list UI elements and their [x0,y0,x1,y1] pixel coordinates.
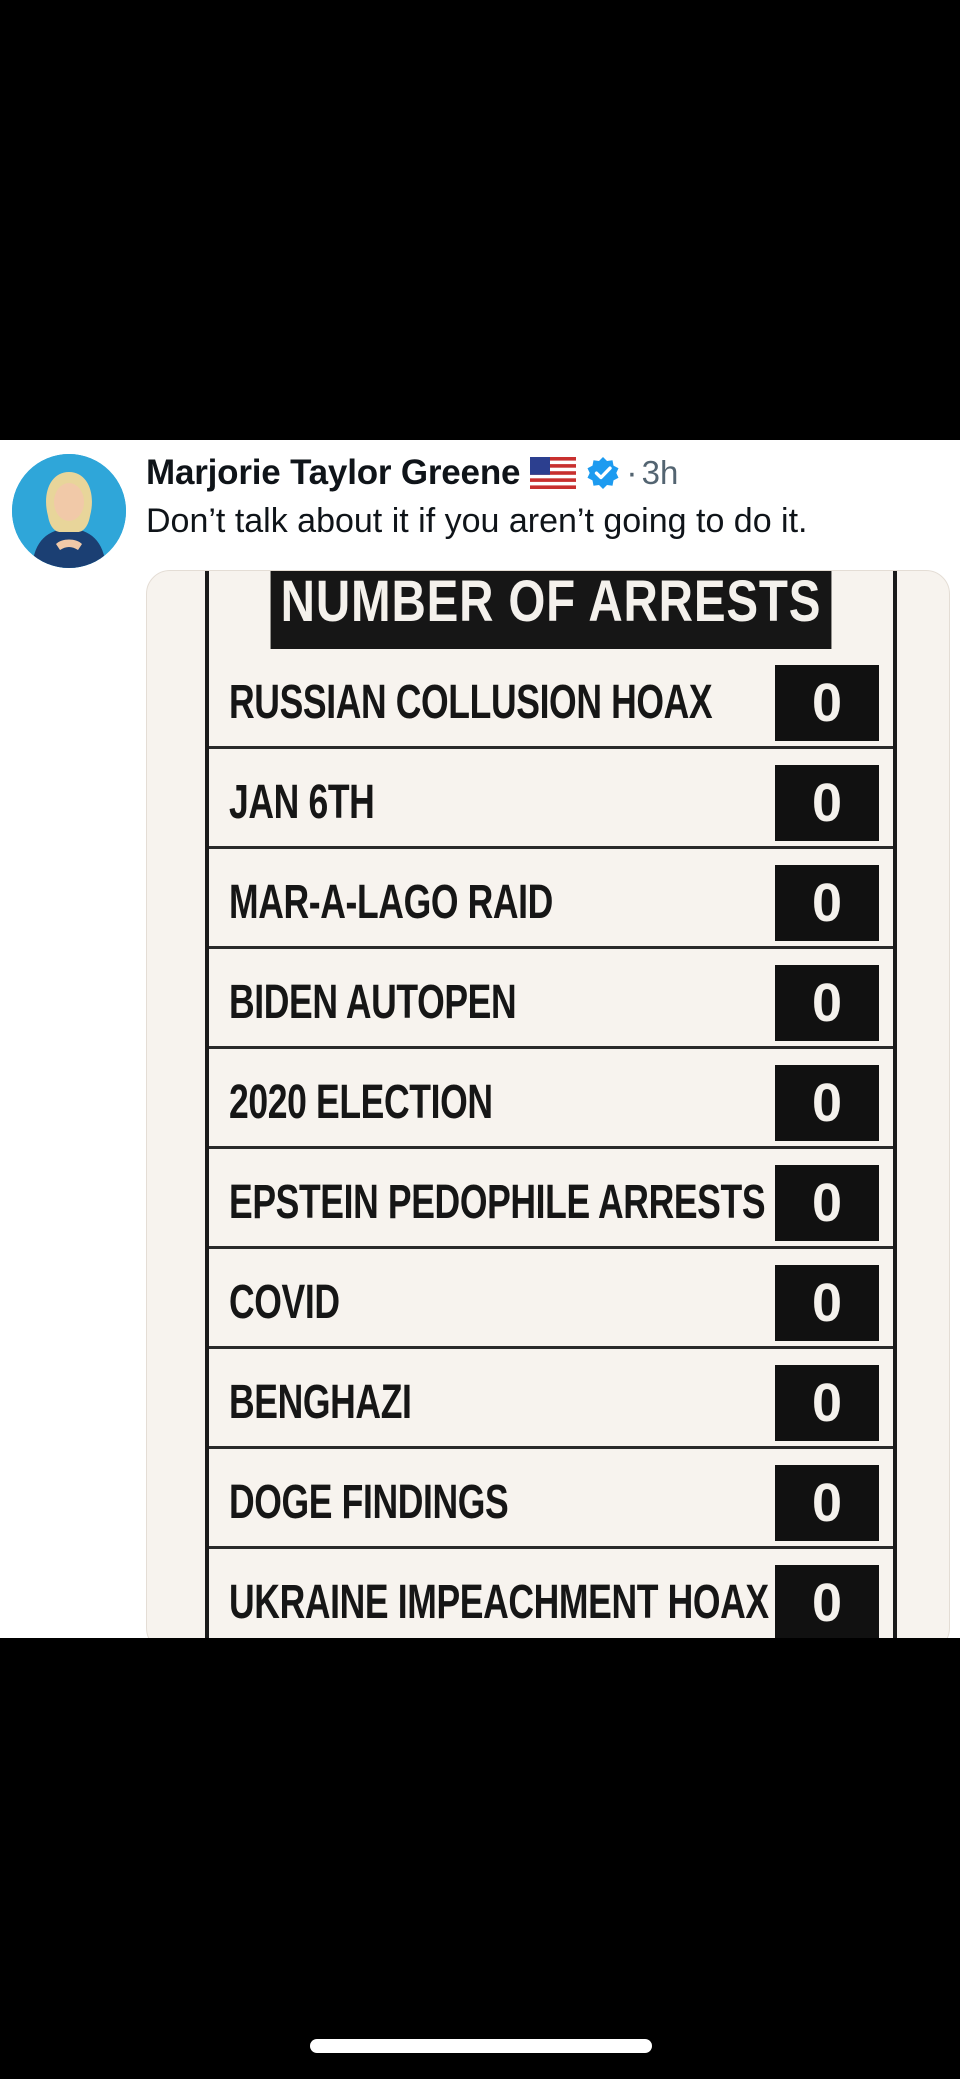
row-count: 0 [775,765,879,841]
tweet-image[interactable]: NUMBER OF ARRESTS RUSSIAN COLLUSION HOAX… [146,570,950,1638]
row-count: 0 [775,665,879,741]
row-count: 0 [775,865,879,941]
row-count: 0 [775,965,879,1041]
board-row: BIDEN AUTOPEN 0 [209,949,893,1049]
row-count: 0 [775,1565,879,1638]
row-label: BIDEN AUTOPEN [229,976,517,1029]
row-count: 0 [775,1065,879,1141]
row-count: 0 [775,1265,879,1341]
row-count: 0 [775,1365,879,1441]
board-rows: RUSSIAN COLLUSION HOAX 0 JAN 6TH 0 MAR-A-LAG… [209,649,893,1638]
verified-badge-icon[interactable] [586,456,620,490]
row-count: 0 [775,1465,879,1541]
tweet[interactable]: Marjorie Taylor Greene · 3h Don’t talk a… [0,440,960,1638]
tweet-header: Marjorie Taylor Greene · 3h [146,450,678,496]
avatar[interactable] [12,454,126,568]
author-name[interactable]: Marjorie Taylor Greene [146,453,521,492]
board-row: RUSSIAN COLLUSION HOAX 0 [209,649,893,749]
tweet-text: Don’t talk about it if you aren’t going … [146,502,808,540]
home-indicator[interactable] [310,2039,652,2053]
board-row: JAN 6TH 0 [209,749,893,849]
separator-dot: · [626,453,638,492]
board-row: UKRAINE IMPEACHMENT HOAX 0 [209,1549,893,1638]
row-label: 2020 ELECTION [229,1076,493,1129]
board-row: DOGE FINDINGS 0 [209,1449,893,1549]
board-row: COVID 0 [209,1249,893,1349]
row-label: EPSTEIN PEDOPHILE ARRESTS [229,1176,766,1229]
board-title: NUMBER OF ARRESTS [270,571,832,649]
board-row: MAR-A-LAGO RAID 0 [209,849,893,949]
row-label: MAR-A-LAGO RAID [229,876,553,929]
row-count: 0 [775,1165,879,1241]
arrests-board: NUMBER OF ARRESTS RUSSIAN COLLUSION HOAX… [205,571,897,1638]
row-label: JAN 6TH [229,776,375,829]
board-row: EPSTEIN PEDOPHILE ARRESTS 0 [209,1149,893,1249]
row-label: COVID [229,1276,340,1329]
row-label: DOGE FINDINGS [229,1476,509,1529]
profile-photo-icon [12,454,126,568]
row-label: UKRAINE IMPEACHMENT HOAX [229,1576,769,1629]
board-row: 2020 ELECTION 0 [209,1049,893,1149]
timestamp[interactable]: 3h [641,454,679,491]
board-row: BENGHAZI 0 [209,1349,893,1449]
us-flag-icon [530,457,577,489]
row-label: BENGHAZI [229,1376,412,1429]
row-label: RUSSIAN COLLUSION HOAX [229,676,713,729]
